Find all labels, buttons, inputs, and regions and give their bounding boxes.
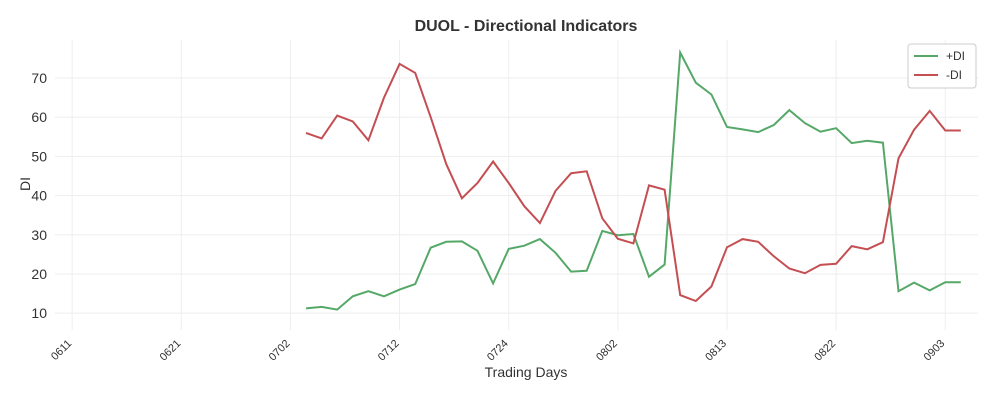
x-axis-label: Trading Days bbox=[485, 364, 568, 380]
y-tick-label: 60 bbox=[31, 109, 47, 125]
legend-box bbox=[907, 43, 977, 89]
y-axis-label: DI bbox=[17, 177, 33, 191]
line-series bbox=[305, 48, 961, 311]
line-series bbox=[305, 62, 961, 303]
y-tick-label: 10 bbox=[31, 305, 47, 321]
x-tick-label: 0813 bbox=[703, 338, 729, 364]
x-tick-label: 0611 bbox=[49, 338, 74, 363]
y-tick-label: 70 bbox=[31, 70, 47, 86]
x-tick-label: 0712 bbox=[376, 338, 402, 364]
x-tick-label: 0903 bbox=[922, 338, 948, 364]
x-tick-label: 0621 bbox=[158, 338, 184, 364]
legend-label: -DI bbox=[946, 68, 962, 82]
legend-label: +DI bbox=[946, 49, 965, 63]
y-tick-label: 30 bbox=[31, 227, 47, 243]
y-tick-label: 50 bbox=[31, 148, 47, 164]
x-tick-label: 0802 bbox=[594, 338, 620, 364]
y-tick-label: 20 bbox=[31, 266, 47, 282]
chart-title: DUOL - Directional Indicators bbox=[415, 18, 638, 35]
x-tick-label: 0702 bbox=[267, 338, 293, 364]
x-tick-label: 0724 bbox=[485, 338, 511, 364]
legend: +DI -DI bbox=[907, 43, 977, 89]
y-tick-label: 40 bbox=[31, 188, 47, 204]
x-tick-label: 0822 bbox=[812, 338, 838, 364]
